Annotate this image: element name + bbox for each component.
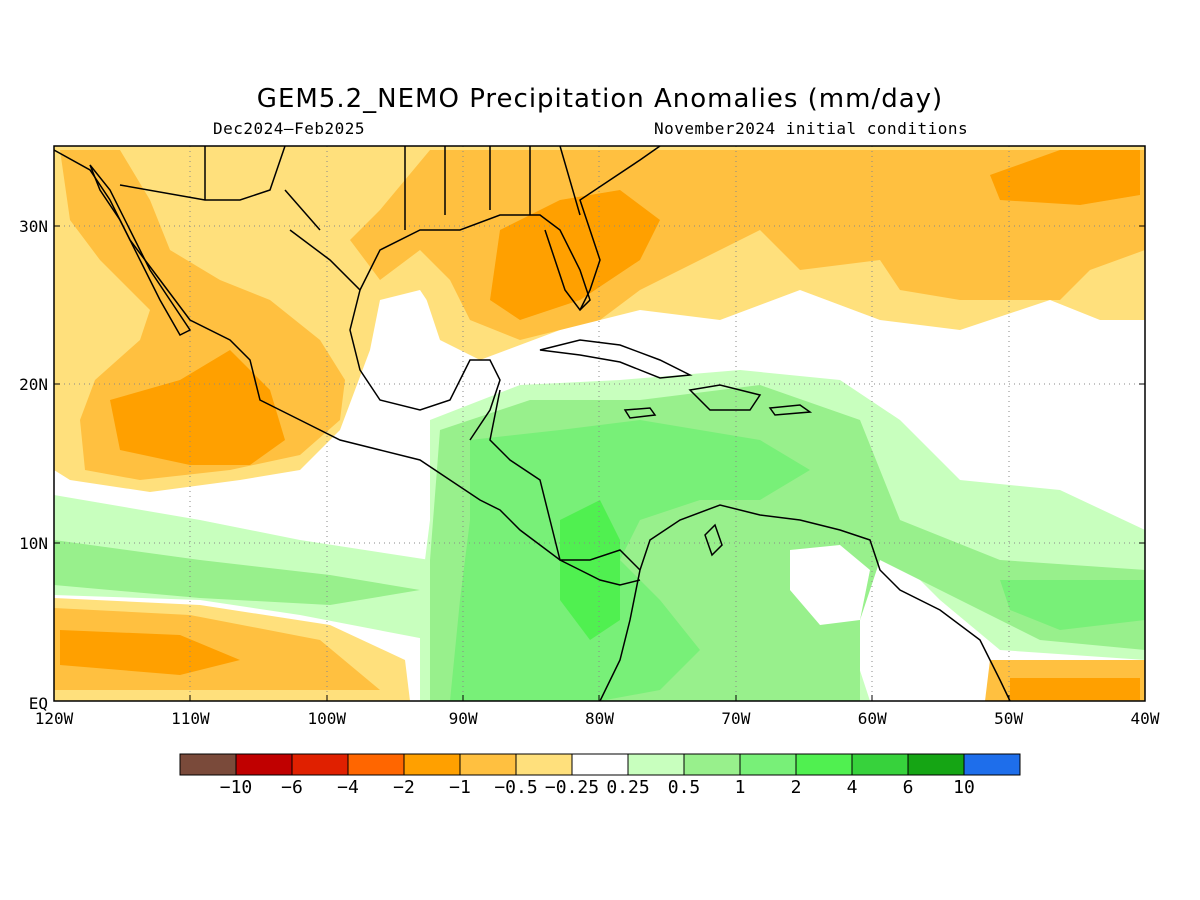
lon-label: 40W — [1131, 709, 1160, 728]
colorbar-label: −0.25 — [545, 777, 599, 798]
lon-label: 120W — [35, 709, 74, 728]
lake-maracaibo — [704, 523, 723, 557]
lon-label: 60W — [858, 709, 887, 728]
colorbar-swatch — [291, 753, 349, 776]
dry-gap-south-america — [790, 545, 870, 625]
lon-label: 110W — [171, 709, 210, 728]
initial-conditions: November2024 initial conditions — [654, 119, 969, 138]
colorbar-label: −4 — [337, 777, 359, 798]
anomaly-field — [54, 146, 1145, 701]
island-puerto-rico — [768, 404, 813, 416]
dry-region-mexico-pacific-core — [110, 350, 285, 465]
coastline-south-america-west — [599, 569, 641, 701]
colorbar-swatch — [347, 753, 405, 776]
colorbar-swatch — [515, 753, 573, 776]
colorbar-label: 0.5 — [668, 777, 701, 798]
colorbar-swatch — [683, 753, 741, 776]
longitude-labels: 120W 110W 100W 90W 80W 70W 60W 50W 40W — [35, 709, 1160, 728]
wet-region-eastern-pacific-core — [54, 540, 420, 605]
island-cuba — [539, 339, 693, 379]
coastline-baja — [89, 164, 192, 336]
latitude-labels: 30N 20N 10N EQ — [19, 217, 48, 713]
colorbar-swatch — [459, 753, 517, 776]
colorbar-swatch — [851, 753, 909, 776]
coastline-mexico-pacific — [54, 149, 641, 586]
colorbar-label: 4 — [847, 777, 858, 798]
coastline-south-america-north — [639, 504, 1011, 701]
dry-region-gulf-core — [490, 190, 660, 320]
colorbar-swatch — [795, 753, 853, 776]
lat-label: 30N — [19, 217, 48, 236]
us-mexico-border — [119, 146, 321, 231]
forecast-period: Dec2024–Feb2025 — [213, 119, 365, 138]
colorbar — [179, 753, 1021, 776]
colorbar-label: 2 — [791, 777, 802, 798]
coastline-central-america-east — [489, 389, 641, 571]
wet-region-atlantic-equatorial — [1000, 580, 1145, 630]
dry-region-equatorial-pacific-core — [60, 630, 240, 675]
colorbar-swatch — [403, 753, 461, 776]
lat-label: EQ — [29, 694, 48, 713]
colorbar-swatch — [235, 753, 293, 776]
lon-label: 70W — [721, 709, 750, 728]
colorbar-label: −10 — [220, 777, 253, 798]
colorbar-swatch — [179, 753, 237, 776]
island-hispaniola — [688, 384, 762, 411]
lon-label: 100W — [307, 709, 346, 728]
colorbar-label: 0.25 — [606, 777, 649, 798]
us-state-borders — [404, 146, 581, 230]
colorbar-label: 6 — [903, 777, 914, 798]
island-jamaica — [623, 407, 657, 419]
lat-label: 20N — [19, 375, 48, 394]
coastline-florida-east — [579, 146, 661, 311]
lon-label: 50W — [994, 709, 1023, 728]
map-title: GEM5.2_NEMO Precipitation Anomalies (mm/… — [256, 84, 944, 114]
graticule — [54, 146, 1145, 701]
colorbar-label: −2 — [393, 777, 415, 798]
dry-region-atlantic-core — [990, 150, 1140, 205]
colorbar-label: −1 — [449, 777, 471, 798]
colorbar-swatch — [627, 753, 685, 776]
wet-region-panama-core — [560, 500, 620, 640]
colorbar-label: 1 — [735, 777, 746, 798]
colorbar-label: −6 — [281, 777, 303, 798]
wet-region-caribbean-strong — [450, 420, 810, 701]
coastlines — [54, 146, 1011, 701]
colorbar-label: 10 — [953, 777, 975, 798]
lon-label: 80W — [585, 709, 614, 728]
lon-label: 90W — [449, 709, 478, 728]
axis-ticks — [54, 225, 1145, 701]
colorbar-swatch — [571, 753, 629, 776]
colorbar-label: −0.5 — [494, 777, 537, 798]
colorbar-swatch — [739, 753, 797, 776]
colorbar-swatch — [907, 753, 965, 776]
coastline-gulf-north — [359, 214, 591, 312]
colorbar-swatch — [963, 753, 1021, 776]
colorbar-labels: −10 −6 −4 −2 −1 −0.5 −0.25 0.25 0.5 1 2 4 6 10 — [220, 777, 975, 798]
dry-region-equatorial-atlantic-core — [1010, 678, 1140, 700]
coastline-gulf-mexico — [289, 229, 501, 441]
lat-label: 10N — [19, 534, 48, 553]
